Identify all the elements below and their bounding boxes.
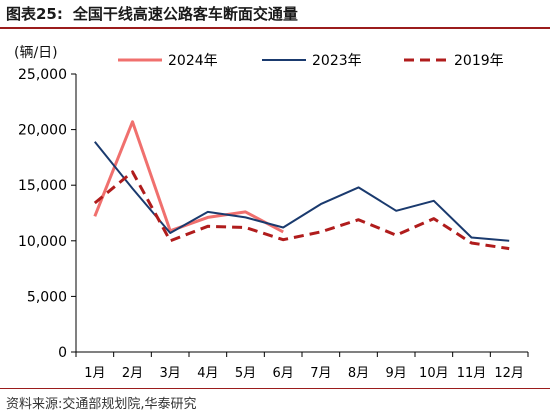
y-tick-label: 15,000	[18, 178, 67, 194]
figure-title-text: 全国干线高速公路客车断面交通量	[72, 5, 298, 23]
legend-label-1: 2024年	[168, 53, 218, 69]
x-tick-label: 11月	[457, 366, 487, 381]
series-line-1	[93, 120, 284, 234]
figure-label: 图表25:	[6, 5, 63, 23]
series-line-3	[93, 170, 510, 251]
y-tick-label: 20,000	[18, 123, 67, 139]
x-tick-label: 5月	[235, 366, 256, 381]
y-tick-label: 25,000	[18, 67, 67, 83]
x-tick-label: 4月	[197, 366, 218, 381]
series-line-2	[94, 141, 510, 242]
x-tick-label: 3月	[160, 366, 181, 381]
x-tick-label: 6月	[273, 366, 294, 381]
x-tick-label: 7月	[310, 366, 331, 381]
y-tick-label: 5,000	[27, 289, 67, 305]
x-tick-label: 2月	[122, 366, 143, 381]
y-axis-unit: (辆/日)	[14, 45, 58, 61]
x-tick-label: 12月	[494, 366, 524, 381]
x-tick-label: 9月	[386, 366, 407, 381]
source-note: 资料来源:交通部规划院,华泰研究	[6, 397, 197, 412]
y-tick-label: 10,000	[18, 234, 67, 250]
y-tick-label: 0	[58, 345, 67, 361]
title-rule	[0, 27, 550, 29]
x-tick-label: 8月	[348, 366, 369, 381]
legend-label-2: 2023年	[312, 53, 362, 69]
x-tick-label: 1月	[84, 366, 105, 381]
source-rule	[0, 388, 550, 389]
legend-label-3: 2019年	[454, 53, 504, 69]
figure-title: 图表25: 全国干线高速公路客车断面交通量	[6, 3, 298, 24]
line-chart: 0 5,000 10,000 15,000 20,000 25,000 1月 2月 3月 4月 5月…	[18, 53, 529, 381]
x-tick-label: 10月	[419, 366, 449, 381]
